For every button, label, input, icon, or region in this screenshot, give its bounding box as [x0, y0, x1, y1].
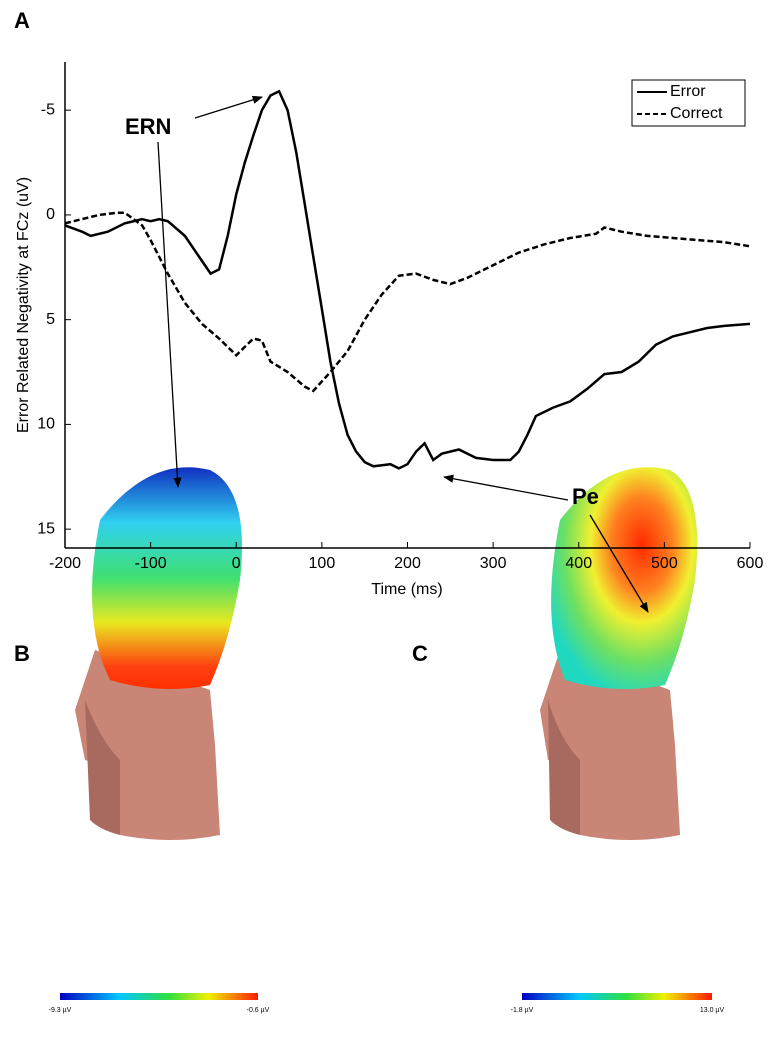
head-c — [540, 467, 698, 840]
legend-box — [631, 79, 746, 127]
arrow — [442, 474, 569, 501]
y-tick-label: 5 — [46, 311, 55, 328]
legend-label: Error — [670, 83, 706, 100]
colorbar — [60, 993, 258, 1000]
x-tick-label: 0 — [232, 555, 241, 572]
x-tick-label: 600 — [737, 555, 764, 572]
y-tick-label: 0 — [46, 206, 55, 223]
annotation: ERN — [125, 114, 171, 139]
arrow — [194, 95, 263, 119]
arrow — [589, 514, 649, 613]
panel-label: B — [14, 641, 30, 666]
panel-label: C — [412, 641, 428, 666]
y-tick-label: -5 — [41, 101, 55, 118]
colorbar-label: -9.3 µV — [49, 1007, 72, 1014]
colorbar — [522, 993, 712, 1000]
x-tick-label: -100 — [135, 555, 167, 572]
colorbar-label: -1.8 µV — [511, 1007, 534, 1014]
y-tick-label: 15 — [37, 520, 55, 537]
x-tick-label: 300 — [480, 555, 507, 572]
x-tick-label: 500 — [651, 555, 678, 572]
x-tick-label: 400 — [565, 555, 592, 572]
y-axis-label: Error Related Negativity at FCz (uV) — [15, 177, 32, 433]
arrow — [157, 141, 182, 489]
y-tick-label: 10 — [37, 416, 55, 433]
x-axis-label: Time (ms) — [371, 581, 442, 598]
x-tick-label: 100 — [309, 555, 336, 572]
annotation: Pe — [572, 484, 599, 509]
data-line — [64, 211, 751, 393]
head-b — [75, 467, 242, 840]
legend-label: Correct — [670, 105, 723, 122]
line-chart: Time (ms) Error Related Negativity at FC… — [15, 62, 763, 598]
data-line — [64, 89, 751, 470]
x-tick-label: 200 — [394, 555, 421, 572]
colorbar-label: -0.6 µV — [247, 1007, 270, 1014]
x-tick-label: -200 — [49, 555, 81, 572]
colorbar-label: 13.0 µV — [700, 1007, 725, 1014]
panel-label: A — [14, 8, 30, 33]
